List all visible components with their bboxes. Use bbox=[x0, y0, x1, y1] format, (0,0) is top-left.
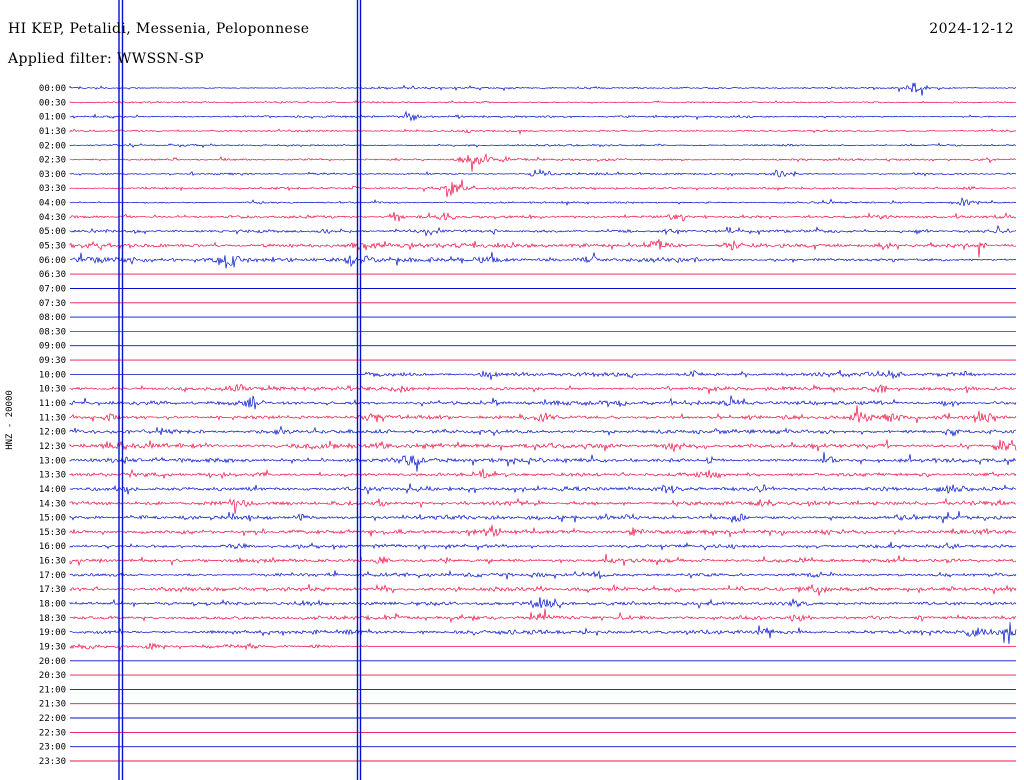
seismogram-trace-0330 bbox=[69, 179, 1017, 198]
trace-time-label: 18:00 bbox=[39, 600, 66, 610]
seismogram-trace-1330 bbox=[69, 468, 1017, 480]
seismogram-trace-0400 bbox=[69, 197, 1017, 207]
trace-time-label: 15:30 bbox=[39, 528, 66, 538]
seismogram-trace-1100 bbox=[69, 395, 1017, 410]
trace-time-label: 06:00 bbox=[39, 256, 66, 266]
trace-time-label: 11:30 bbox=[39, 413, 66, 423]
seismogram-trace-0600 bbox=[69, 251, 1017, 269]
seismogram-trace-1730 bbox=[69, 583, 1017, 596]
trace-time-label: 23:00 bbox=[39, 743, 66, 753]
seismogram-trace-1930 bbox=[69, 642, 1016, 652]
trace-time-label: 15:00 bbox=[39, 514, 66, 524]
trace-time-label: 04:30 bbox=[39, 213, 66, 223]
seismogram-trace-1000 bbox=[70, 369, 1017, 380]
trace-time-label: 09:30 bbox=[39, 356, 66, 366]
trace-time-label: 20:00 bbox=[39, 657, 66, 667]
trace-time-label: 09:00 bbox=[39, 342, 66, 352]
seismogram-trace-1130 bbox=[69, 405, 1017, 424]
trace-time-label: 07:30 bbox=[39, 299, 66, 309]
trace-time-label: 05:30 bbox=[39, 242, 66, 252]
seismogram-trace-0530 bbox=[69, 239, 1017, 258]
trace-time-label: 12:30 bbox=[39, 442, 66, 452]
seismogram-trace-0300 bbox=[69, 168, 1017, 178]
seismogram-trace-1830 bbox=[69, 608, 1017, 624]
trace-time-label: 02:00 bbox=[39, 141, 66, 151]
trace-rows: 00:00 00:30 01:00 01:30 02:00 02:30 03:00 03:30… bbox=[39, 82, 1017, 767]
seismogram-trace-1700 bbox=[69, 569, 1017, 580]
trace-time-label: 16:30 bbox=[39, 557, 66, 567]
trace-time-label: 07:00 bbox=[39, 285, 66, 295]
seismogram-trace-0000 bbox=[69, 82, 1017, 96]
date-label: 2024-12-12 bbox=[929, 21, 1014, 37]
trace-time-label: 00:00 bbox=[39, 84, 66, 94]
trace-time-label: 19:00 bbox=[39, 628, 66, 638]
trace-time-label: 04:00 bbox=[39, 199, 66, 209]
seismogram-trace-1200 bbox=[69, 425, 1017, 437]
trace-time-label: 08:30 bbox=[39, 327, 66, 337]
trace-time-label: 06:30 bbox=[39, 270, 66, 280]
seismogram-trace-1530 bbox=[69, 524, 1017, 538]
seismogram-trace-0100 bbox=[69, 110, 1017, 122]
trace-time-label: 03:00 bbox=[39, 170, 66, 180]
seismogram-trace-0230 bbox=[69, 152, 1017, 172]
seismogram-trace-1430 bbox=[69, 497, 1017, 515]
trace-time-label: 01:30 bbox=[39, 127, 66, 137]
trace-time-label: 00:30 bbox=[39, 98, 66, 108]
seismogram-trace-0030 bbox=[69, 100, 1017, 104]
trace-time-label: 05:00 bbox=[39, 227, 66, 237]
trace-time-label: 03:30 bbox=[39, 184, 66, 194]
trace-time-label: 10:00 bbox=[39, 370, 66, 380]
seismogram-trace-1600 bbox=[69, 541, 1017, 551]
seismogram-trace-0500 bbox=[69, 224, 1017, 237]
trace-time-label: 20:30 bbox=[39, 671, 66, 681]
seismogram-trace-1400 bbox=[69, 483, 1017, 496]
trace-time-label: 10:30 bbox=[39, 385, 66, 395]
station-title: HI KEP, Petalidi, Messenia, Peloponnese bbox=[8, 21, 310, 37]
seismogram-trace-1230 bbox=[69, 439, 1017, 453]
channel-scale-label: HNZ - 20000 bbox=[5, 390, 15, 450]
seismogram-trace-1800 bbox=[69, 597, 1017, 610]
trace-time-label: 02:30 bbox=[39, 156, 66, 166]
trace-time-label: 21:00 bbox=[39, 685, 66, 695]
seismogram-trace-0430 bbox=[69, 211, 1017, 222]
seismogram-trace-0200 bbox=[69, 142, 1017, 149]
seismogram-trace-1030 bbox=[69, 383, 1017, 394]
trace-time-label: 16:00 bbox=[39, 542, 66, 552]
trace-time-label: 23:30 bbox=[39, 757, 66, 767]
seismogram-trace-1630 bbox=[69, 553, 1017, 567]
trace-time-label: 18:30 bbox=[39, 614, 66, 624]
trace-time-label: 14:30 bbox=[39, 499, 66, 509]
trace-time-label: 14:00 bbox=[39, 485, 66, 495]
trace-time-label: 19:30 bbox=[39, 642, 66, 652]
trace-time-label: 22:00 bbox=[39, 714, 66, 724]
trace-time-label: 08:00 bbox=[39, 313, 66, 323]
trace-time-label: 13:00 bbox=[39, 456, 66, 466]
seismogram-trace-1300 bbox=[69, 451, 1017, 472]
trace-time-label: 17:30 bbox=[39, 585, 66, 595]
trace-time-label: 11:00 bbox=[39, 399, 66, 409]
trace-time-label: 21:30 bbox=[39, 700, 66, 710]
clipped-event-lines bbox=[118, 0, 362, 780]
trace-time-label: 17:00 bbox=[39, 571, 66, 581]
trace-time-label: 22:30 bbox=[39, 728, 66, 738]
seismogram-trace-1900 bbox=[69, 622, 1017, 645]
trace-time-label: 13:30 bbox=[39, 471, 66, 481]
seismogram-trace-0130 bbox=[69, 128, 1017, 136]
trace-time-label: 12:00 bbox=[39, 428, 66, 438]
trace-time-label: 01:00 bbox=[39, 113, 66, 123]
filter-label: Applied filter: WWSSN-SP bbox=[8, 51, 204, 67]
seismogram-trace-1500 bbox=[69, 510, 1017, 524]
